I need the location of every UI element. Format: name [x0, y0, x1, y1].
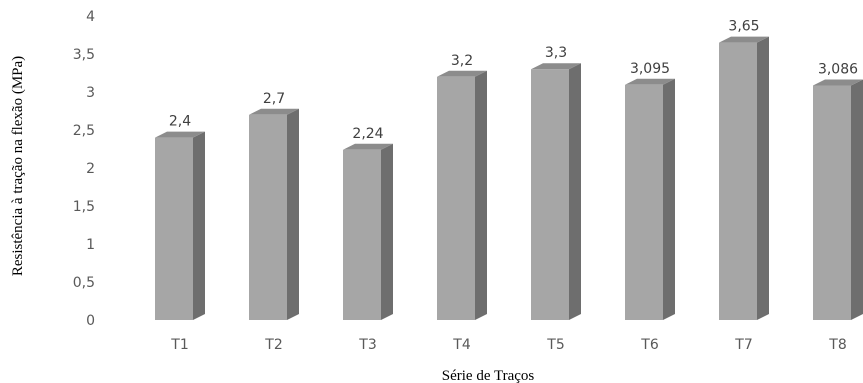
- data-label: 3,2: [451, 53, 473, 69]
- bar-top-face: [437, 70, 487, 77]
- bar-front-face: [719, 42, 757, 320]
- y-axis-title: Resistência à tração na flexão (MPa): [10, 56, 26, 276]
- bar-top-face: [531, 63, 581, 70]
- bar-front-face: [249, 114, 287, 320]
- x-axis-ticks: T1 T2 T3 T4 T5 T6 T7 T8: [170, 337, 846, 353]
- x-axis-title: Série de Traços: [442, 368, 535, 383]
- y-tick-label: 1: [86, 237, 95, 253]
- data-label: 3,65: [728, 19, 759, 35]
- bar: [343, 143, 393, 320]
- y-tick-label: 1,5: [73, 199, 95, 215]
- bar-side-face: [381, 143, 393, 320]
- bar-top-face: [155, 131, 205, 138]
- bar-top-face: [813, 79, 863, 86]
- data-label: 2,24: [352, 126, 383, 142]
- x-tick-label: T5: [546, 337, 564, 353]
- y-tick-label: 2,5: [73, 123, 95, 139]
- bar-top-face: [343, 143, 393, 150]
- y-tick-label: 4: [86, 9, 95, 25]
- y-tick-label: 3: [86, 85, 95, 101]
- y-tick-label: 2: [86, 161, 95, 177]
- x-tick-label: T2: [264, 337, 282, 353]
- bar-front-face: [155, 137, 193, 320]
- bar-side-face: [475, 70, 487, 320]
- bar-side-face: [287, 108, 299, 320]
- bar: [719, 36, 769, 320]
- bar: [249, 108, 299, 320]
- bar-side-face: [569, 63, 581, 320]
- bar-front-face: [343, 149, 381, 320]
- y-tick-label: 0: [86, 313, 95, 329]
- bar: [155, 131, 205, 320]
- x-tick-label: T3: [358, 337, 376, 353]
- x-tick-label: T8: [828, 337, 846, 353]
- x-tick-label: T6: [640, 337, 659, 353]
- bar-side-face: [663, 78, 675, 320]
- y-tick-label: 0,5: [73, 275, 95, 291]
- y-axis-ticks: 0 0,5 1 1,5 2 2,5 3 3,5 4: [73, 9, 95, 329]
- bar-side-face: [757, 36, 769, 320]
- bar-top-face: [625, 78, 675, 85]
- data-label: 3,086: [818, 61, 858, 77]
- data-label: 2,7: [263, 91, 285, 107]
- x-tick-label: T4: [452, 337, 471, 353]
- data-labels: 2,4 2,7 2,24 3,2 3,3 3,095 3,65 3,086: [169, 19, 858, 142]
- x-tick-label: T7: [734, 337, 752, 353]
- bar-front-face: [531, 69, 569, 320]
- bar-front-face: [813, 85, 851, 321]
- bar-side-face: [193, 131, 205, 320]
- bar-side-face: [851, 79, 863, 321]
- y-tick-label: 3,5: [73, 47, 95, 63]
- bar-front-face: [625, 84, 663, 320]
- bar-top-face: [719, 36, 769, 43]
- bar: [625, 78, 675, 320]
- data-label: 2,4: [169, 114, 191, 130]
- data-label: 3,3: [545, 45, 567, 61]
- bar-front-face: [437, 76, 475, 320]
- bar: [437, 70, 487, 320]
- bar-top-face: [249, 108, 299, 115]
- x-tick-label: T1: [170, 337, 188, 353]
- data-label: 3,095: [630, 61, 670, 77]
- bar: [813, 79, 863, 321]
- bar: [531, 63, 581, 320]
- bars: [155, 36, 863, 321]
